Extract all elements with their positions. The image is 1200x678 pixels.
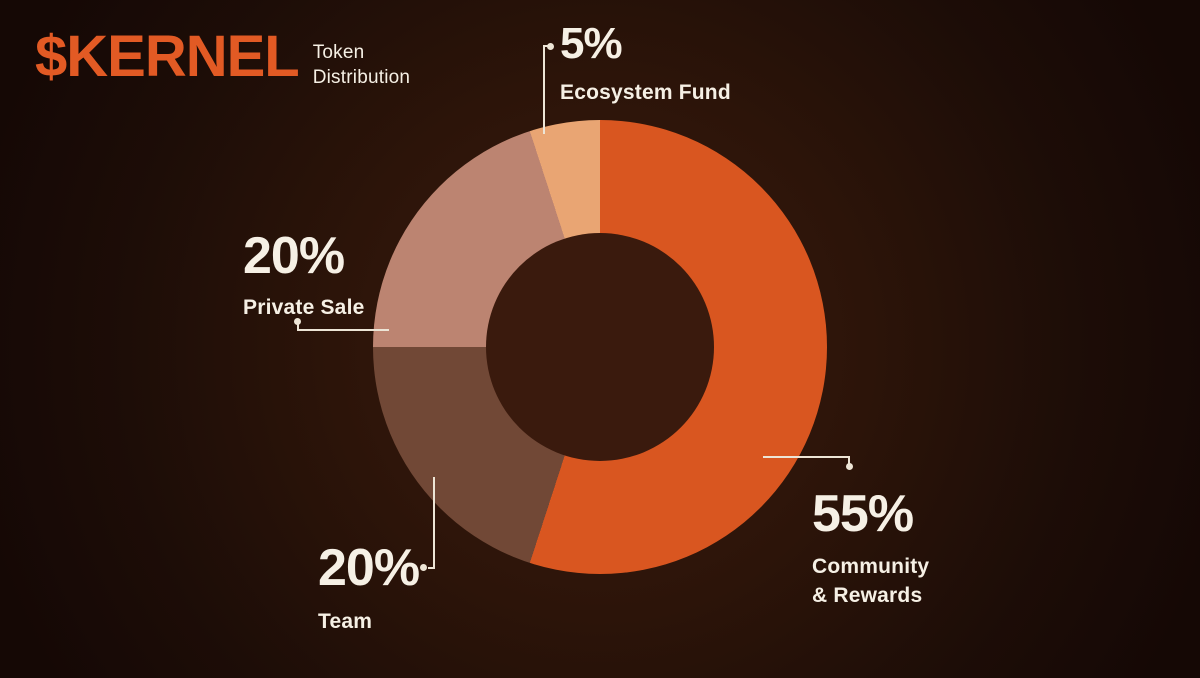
team-label: Team bbox=[318, 610, 373, 633]
ecosystem-fund-label: Ecosystem Fund bbox=[560, 81, 731, 104]
ecosystem-fund-percent: 5% bbox=[560, 19, 623, 68]
community-rewards-label-line2: & Rewards bbox=[812, 583, 923, 607]
leader-dot-private-sale bbox=[294, 318, 301, 325]
header-subtitle-line1: Token bbox=[312, 42, 365, 63]
leader-line-team-horizontal bbox=[428, 567, 435, 569]
callout-private-sale: 20% Private Sale bbox=[243, 230, 364, 323]
community-rewards-percent: 55% bbox=[812, 485, 914, 543]
header-subtitle: Token Distribution bbox=[313, 40, 410, 91]
private-sale-percent: 20% bbox=[243, 227, 345, 285]
header-subtitle-line2: Distribution bbox=[312, 67, 411, 89]
leader-line-team-vertical bbox=[433, 477, 435, 569]
leader-line-community-horizontal bbox=[763, 456, 850, 458]
brand-title: $KERNEL bbox=[35, 24, 300, 89]
leader-dot-community bbox=[846, 463, 853, 470]
leader-line-ecosystem-vertical bbox=[543, 46, 545, 134]
callout-ecosystem-fund: 5% Ecosystem Fund bbox=[560, 22, 731, 108]
leader-line-community-vertical bbox=[848, 456, 850, 464]
header: $KERNEL Token Distribution bbox=[35, 28, 410, 91]
leader-line-ecosystem-horizontal bbox=[543, 45, 549, 47]
team-percent: 20% bbox=[318, 539, 420, 597]
community-rewards-label: Community & Rewards bbox=[812, 553, 929, 611]
callout-community-rewards: 55% Community & Rewards bbox=[812, 488, 929, 611]
community-rewards-label-line1: Community bbox=[812, 555, 930, 578]
callout-team: 20% Team bbox=[318, 539, 420, 637]
donut-chart bbox=[373, 120, 827, 574]
leader-dot-team bbox=[420, 564, 427, 571]
leader-line-private-sale-vertical bbox=[297, 322, 299, 331]
private-sale-label: Private Sale bbox=[243, 296, 365, 319]
leader-line-private-sale-horizontal bbox=[297, 329, 389, 331]
donut-hole bbox=[486, 233, 714, 461]
leader-dot-ecosystem bbox=[547, 43, 554, 50]
